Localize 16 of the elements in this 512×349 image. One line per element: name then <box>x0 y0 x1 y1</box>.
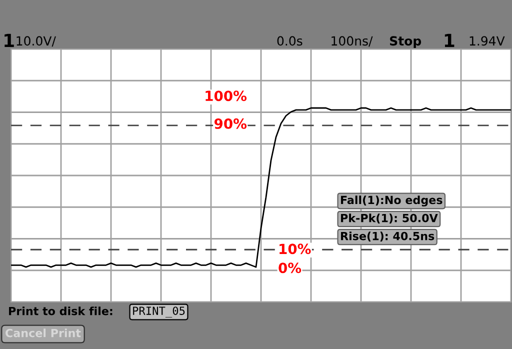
text: 10.0V/ <box>16 36 56 47</box>
annotation: Pk-Pk(1): 50.0V <box>341 214 438 224</box>
text: 1 <box>444 34 454 47</box>
text: 100% <box>206 90 247 102</box>
text: 1.94V <box>470 36 505 46</box>
text: Stop <box>390 36 422 48</box>
text: PRINT_05 <box>133 306 185 318</box>
text: Print to disk file: <box>9 306 112 316</box>
annotation: Rise(1): 40.5ns <box>341 232 434 242</box>
text: 0.0s <box>277 36 302 46</box>
annotation: 90% <box>214 118 247 129</box>
annotation: 0% <box>278 262 302 274</box>
text: 1 <box>4 34 14 47</box>
text: 100ns/ <box>332 36 373 47</box>
annotation: Fall(1):No edges <box>341 196 442 206</box>
annotation: 10% <box>280 244 311 254</box>
